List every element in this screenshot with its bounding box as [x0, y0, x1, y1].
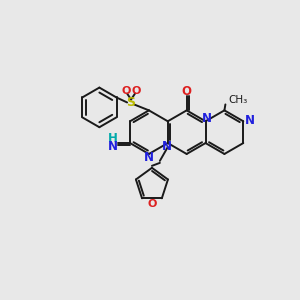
Text: CH₃: CH₃ [228, 95, 248, 106]
Text: O: O [147, 199, 157, 209]
Text: O: O [122, 85, 131, 96]
Text: O: O [131, 85, 141, 96]
Text: N: N [245, 114, 255, 127]
Text: N: N [108, 140, 118, 152]
Text: O: O [182, 85, 192, 98]
Text: S: S [127, 96, 136, 109]
Text: N: N [162, 140, 172, 152]
Text: H: H [108, 132, 118, 145]
Text: N: N [144, 152, 154, 164]
Text: N: N [202, 112, 212, 125]
